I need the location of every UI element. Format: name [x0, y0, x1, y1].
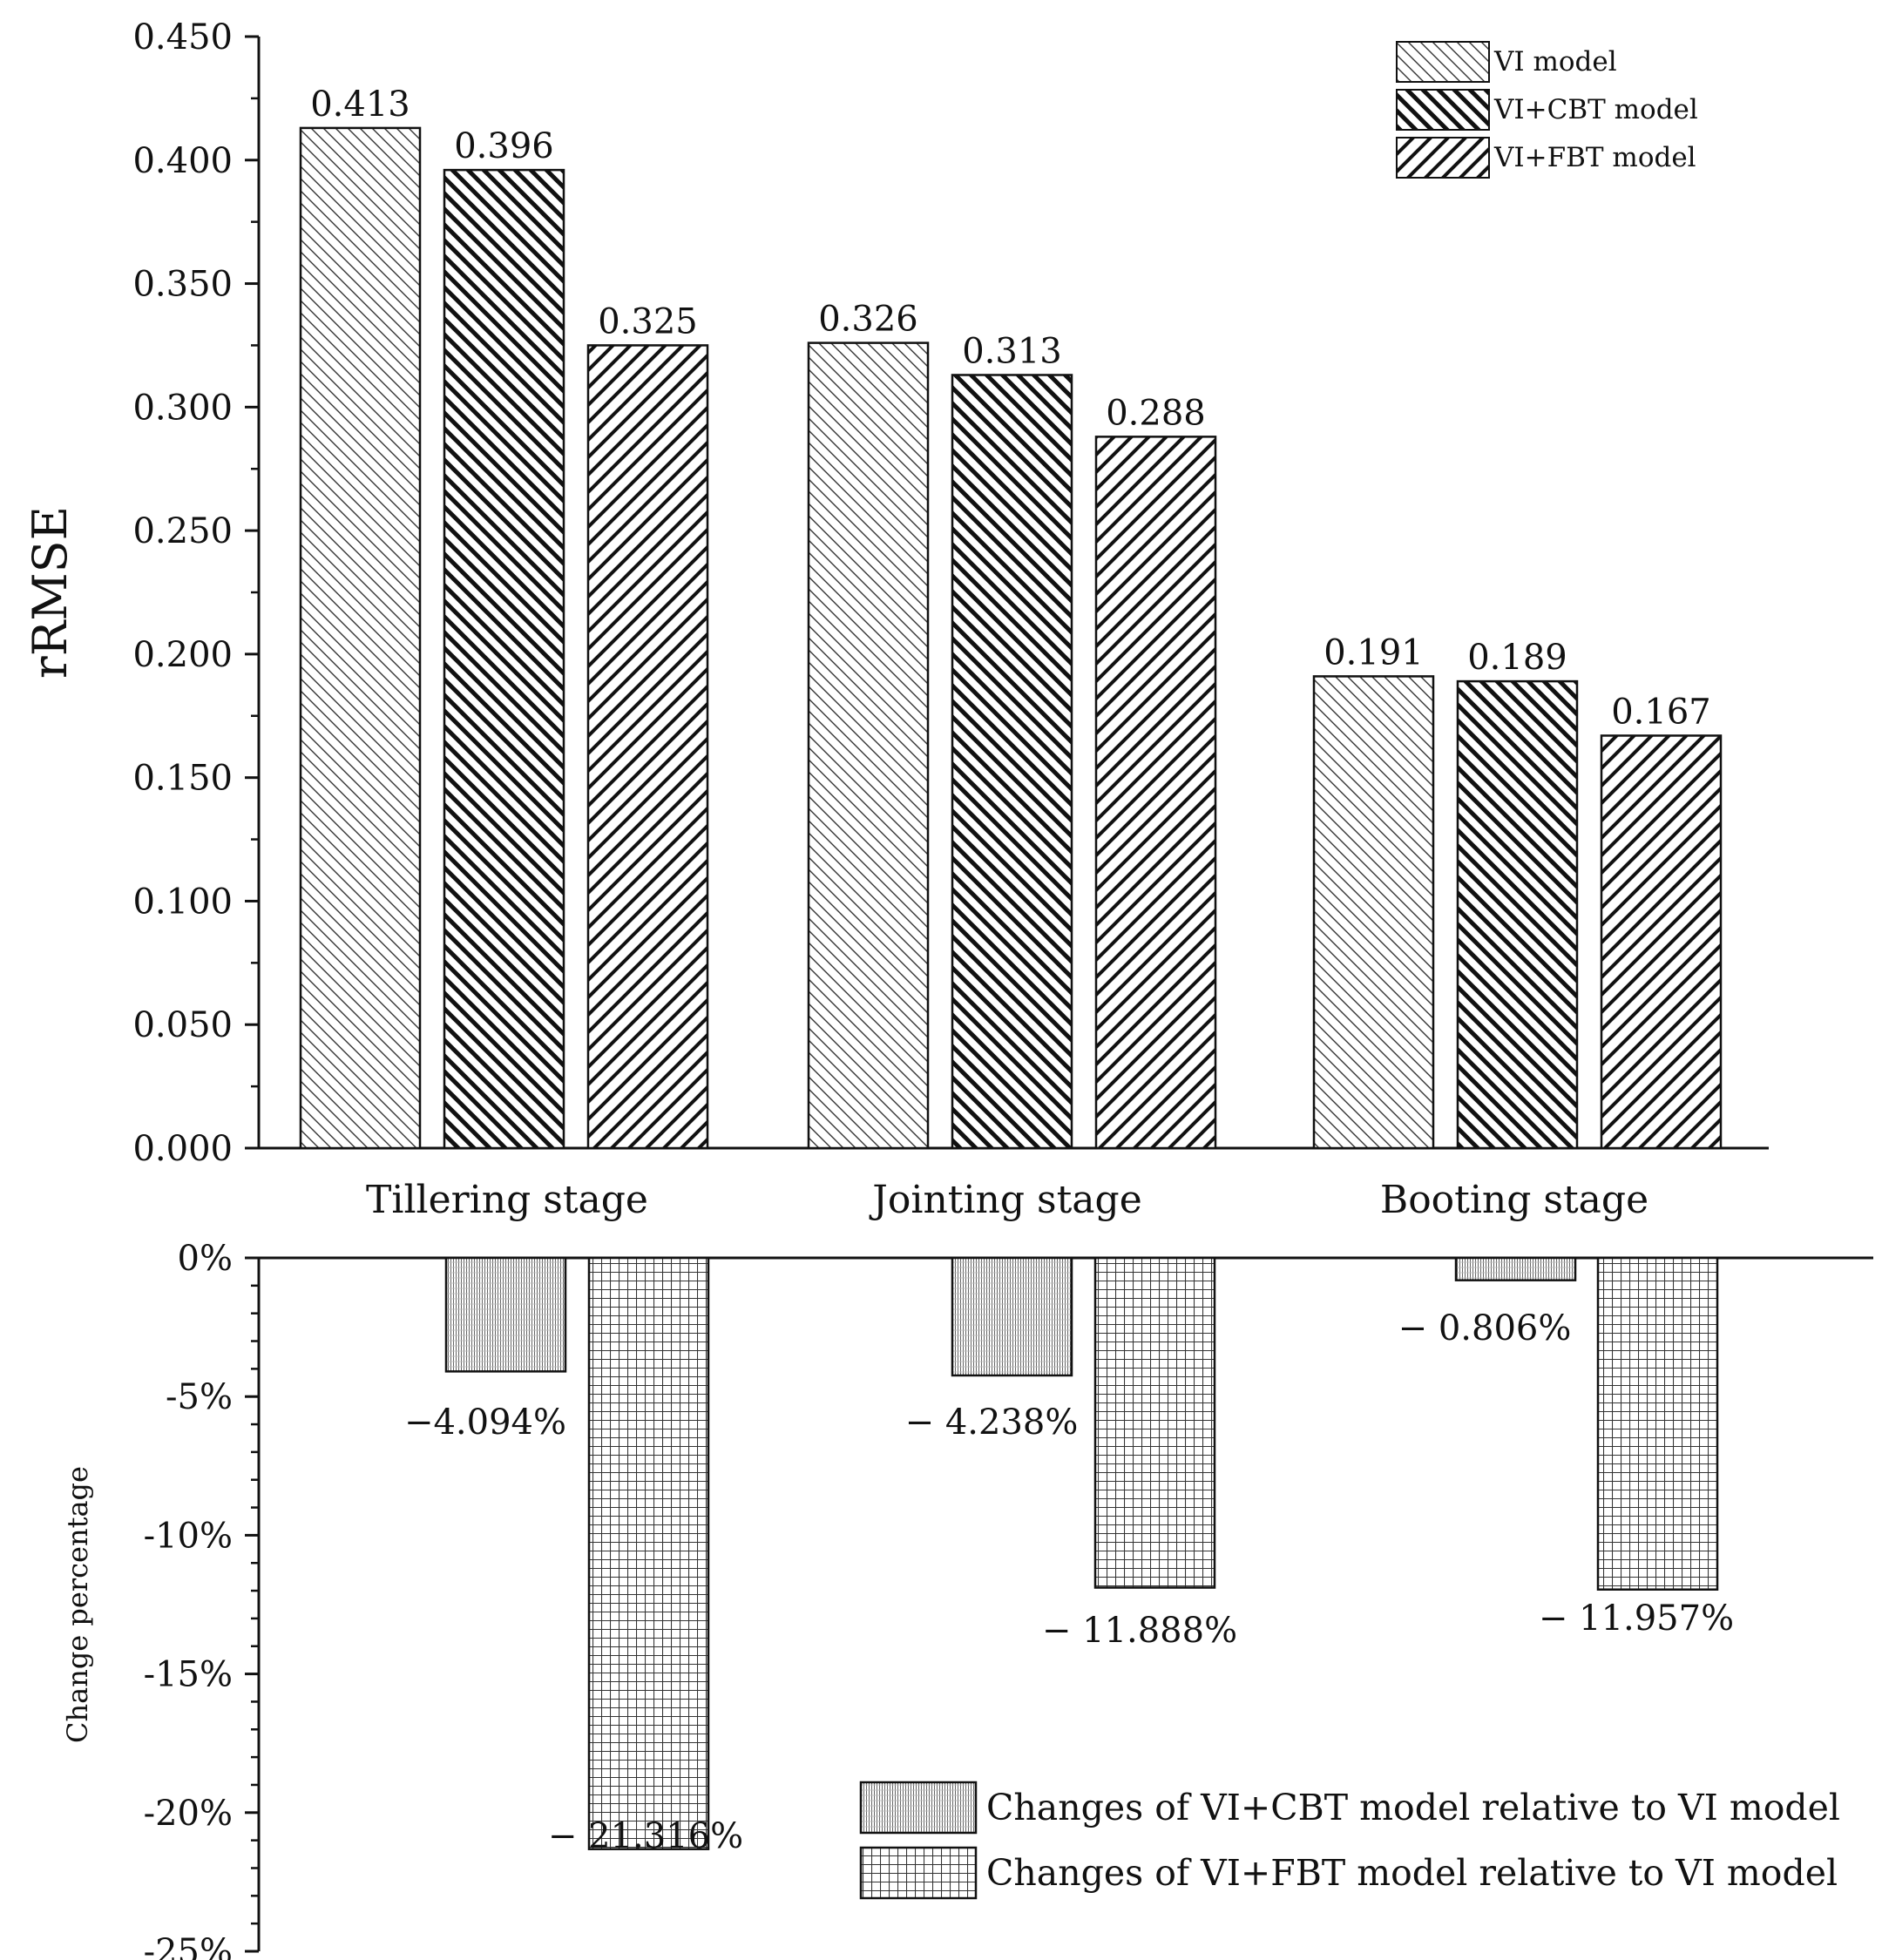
change-panel: 0% -5% -10% -15% -20% -25% Change percentage −4… [61, 1239, 1873, 1960]
legend-label-rrmse: VI+CBT model [1493, 94, 1698, 125]
legend-swatch-change [859, 1781, 978, 1835]
bar-change [1596, 1256, 1719, 1591]
bar-rrmse [299, 126, 422, 1150]
bar-rrmse [1456, 679, 1579, 1150]
bar-change [587, 1256, 710, 1850]
y-tick-label-change: -5% [166, 1377, 233, 1417]
bar-change [1454, 1256, 1577, 1281]
y-tick-label-rrmse: 0.300 [132, 388, 233, 428]
data-label-change: − 11.888% [1042, 1611, 1237, 1651]
data-label-rrmse: 0.413 [310, 84, 410, 125]
y-axis-title-rrmse: rRMSE [23, 506, 78, 679]
y-tick-label-rrmse: 0.100 [132, 882, 233, 922]
y-tick-label-rrmse: 0.200 [132, 635, 233, 675]
y-tick-label-change: -20% [144, 1794, 233, 1834]
y-tick-label-rrmse: 0.400 [132, 141, 233, 181]
bar-rrmse [1094, 436, 1217, 1150]
bar-change [951, 1256, 1073, 1377]
y-tick-label-rrmse: 0.150 [132, 759, 233, 799]
y-tick-label-change: -10% [144, 1516, 233, 1556]
data-label-change: − 21.316% [548, 1816, 743, 1856]
category-label: Jointing stage [869, 1178, 1141, 1222]
category-label: Tillering stage [366, 1178, 648, 1222]
legend-swatch-change [859, 1846, 978, 1900]
bar-rrmse [443, 168, 565, 1150]
y-tick-label-rrmse: 0.000 [132, 1129, 233, 1169]
y-tick-label-rrmse: 0.050 [132, 1005, 233, 1045]
category-labels: Tillering stage Jointing stage Booting sta… [366, 1178, 1648, 1222]
bar-rrmse [1600, 734, 1723, 1150]
bar-rrmse [1312, 675, 1435, 1150]
data-label-rrmse: 0.167 [1611, 692, 1711, 732]
legend-swatch-rrmse [1396, 137, 1490, 179]
legend-swatch-rrmse [1396, 89, 1490, 131]
y-tick-label-rrmse: 0.350 [132, 265, 233, 305]
bar-change [1093, 1256, 1216, 1589]
bar-rrmse [951, 374, 1073, 1150]
y-tick-label-rrmse: 0.450 [132, 17, 233, 57]
data-label-rrmse: 0.313 [962, 331, 1062, 371]
y-tick-label-rrmse: 0.250 [132, 511, 233, 551]
bar-rrmse [807, 341, 930, 1150]
y-tick-label-change: -15% [144, 1655, 233, 1695]
y-tick-label-change: -25% [144, 1932, 233, 1960]
legend-label-rrmse: VI+FBT model [1493, 142, 1696, 173]
data-label-rrmse: 0.288 [1106, 393, 1206, 433]
legend-label-rrmse: VI model [1493, 46, 1617, 78]
data-label-rrmse: 0.191 [1323, 632, 1424, 672]
bar-rrmse [586, 344, 709, 1150]
rrmse-panel: 0.000 0.050 0.100 0.150 0.200 0.250 0.300 0.350… [23, 17, 1769, 1169]
data-label-change: − 11.957% [1539, 1598, 1734, 1639]
legend-swatch-rrmse [1396, 41, 1490, 83]
data-label-change: − 4.238% [905, 1402, 1079, 1443]
legend-label-change: Changes of VI+FBT model relative to VI m… [986, 1852, 1838, 1894]
data-label-rrmse: 0.189 [1467, 638, 1567, 678]
data-label-rrmse: 0.396 [454, 126, 554, 166]
y-tick-label-change: 0% [178, 1239, 233, 1279]
data-label-rrmse: 0.325 [598, 301, 698, 341]
y-axis-title-change: Change percentage [61, 1466, 94, 1743]
data-label-change: − 0.806% [1398, 1308, 1572, 1348]
data-label-rrmse: 0.326 [818, 300, 918, 340]
legend-label-change: Changes of VI+CBT model relative to VI m… [986, 1787, 1840, 1828]
category-label: Booting stage [1380, 1178, 1648, 1222]
data-label-change: −4.094% [404, 1402, 566, 1443]
bar-change [444, 1256, 567, 1373]
